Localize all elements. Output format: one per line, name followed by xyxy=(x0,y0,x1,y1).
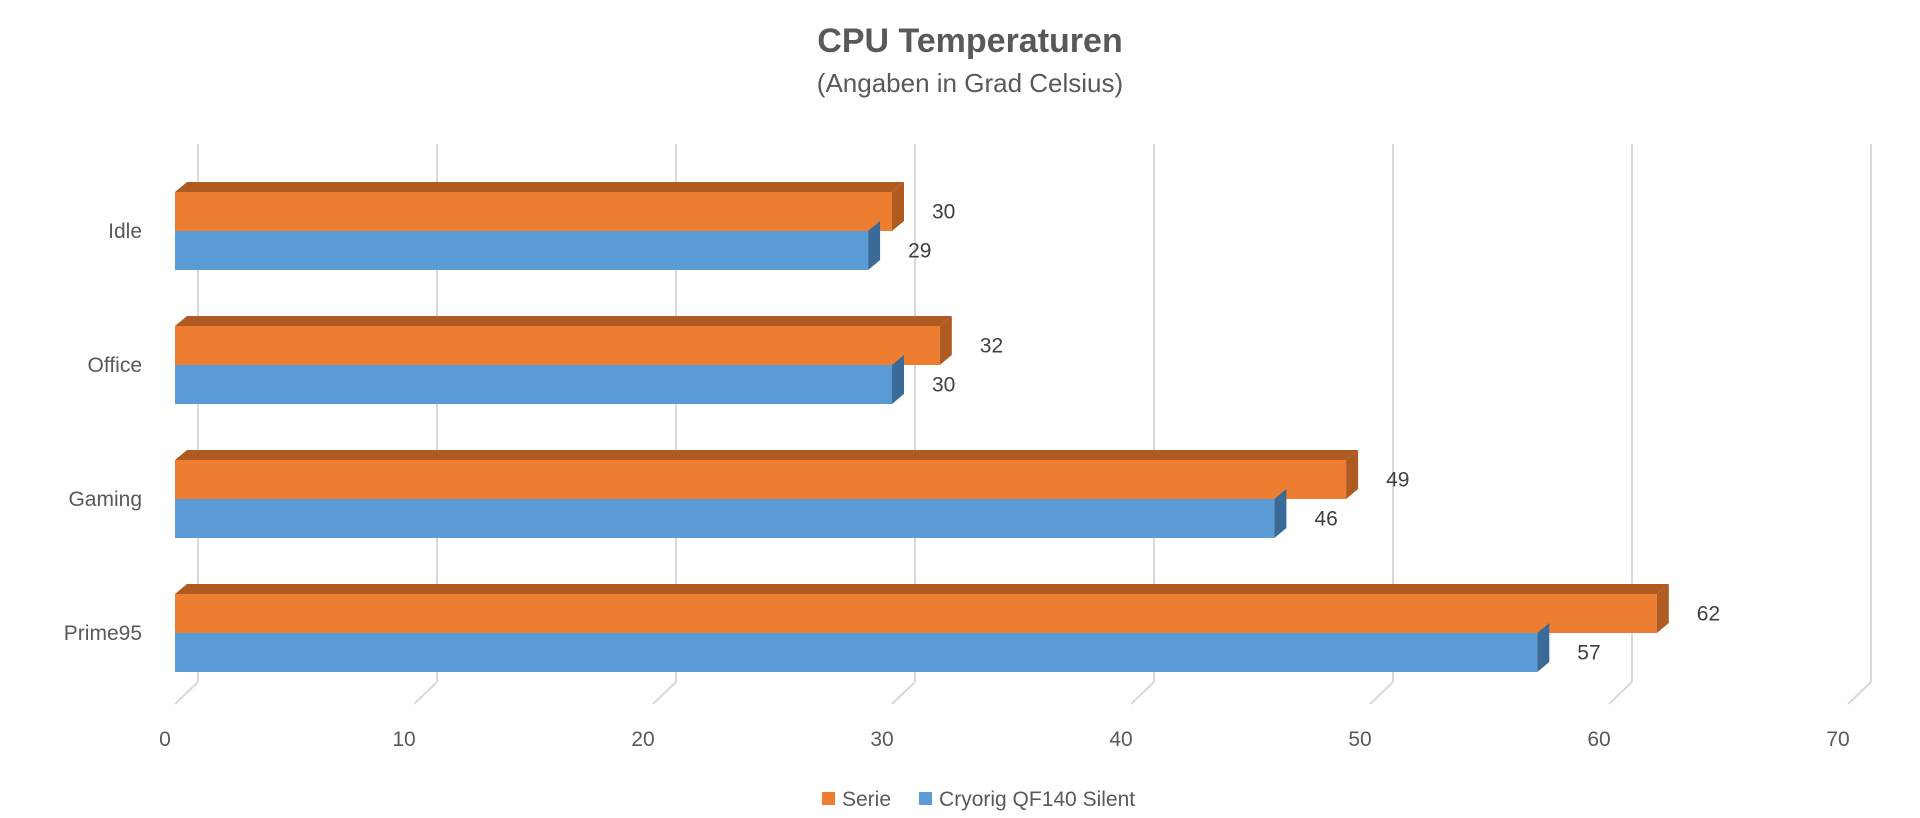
bar-front-face xyxy=(175,460,1347,499)
category-axis: Idle Office Gaming Prime95 xyxy=(64,220,142,645)
bar-front-face xyxy=(175,633,1538,672)
bar-top-face xyxy=(175,316,952,326)
x-axis: 0 10 20 30 40 50 60 70 xyxy=(159,728,1850,751)
category-label: Gaming xyxy=(68,488,142,511)
legend-label: Cryorig QF140 Silent xyxy=(939,788,1135,811)
data-label: 57 xyxy=(1577,642,1600,665)
bar-top-face xyxy=(175,450,1359,460)
bar xyxy=(175,182,904,231)
chart-title: CPU Temperaturen xyxy=(817,22,1122,60)
bar-side-face xyxy=(1656,584,1669,633)
bar-side-face xyxy=(939,316,952,365)
floor-gridline xyxy=(1369,681,1394,705)
x-tick-label: 0 xyxy=(159,728,171,751)
floor-gridline xyxy=(413,681,438,705)
x-tick-label: 60 xyxy=(1587,728,1610,751)
bar-side-face xyxy=(892,182,904,231)
bar-side-face xyxy=(892,355,904,404)
data-label: 30 xyxy=(932,374,955,397)
category-label: Office xyxy=(88,354,142,377)
bars xyxy=(175,182,1669,672)
bar-side-face xyxy=(1274,489,1287,538)
category-label: Prime95 xyxy=(64,622,142,645)
bar-front-face xyxy=(175,326,940,365)
x-tick-label: 30 xyxy=(870,728,893,751)
bar-top-face xyxy=(175,182,904,192)
bar-side-face xyxy=(1346,450,1359,499)
floor-gridline xyxy=(174,681,199,705)
bar xyxy=(175,489,1287,538)
bar xyxy=(175,221,881,270)
data-label: 49 xyxy=(1386,469,1409,492)
legend-swatch xyxy=(919,792,933,805)
data-label: 30 xyxy=(932,201,955,224)
x-tick-label: 40 xyxy=(1109,728,1132,751)
data-label: 29 xyxy=(908,240,931,263)
bar-front-face xyxy=(175,365,892,404)
data-label: 32 xyxy=(980,335,1003,358)
category-label: Idle xyxy=(108,220,142,243)
x-tick-label: 50 xyxy=(1348,728,1371,751)
bar-front-face xyxy=(175,192,892,231)
floor-gridline xyxy=(652,681,677,705)
bar-front-face xyxy=(175,231,869,270)
floor-gridline xyxy=(1847,681,1872,705)
x-tick-label: 20 xyxy=(631,728,654,751)
bar xyxy=(175,355,904,404)
floor-gridline xyxy=(1608,681,1633,705)
bar-front-face xyxy=(175,499,1275,538)
data-label: 46 xyxy=(1314,508,1337,531)
bar-side-face xyxy=(1537,623,1550,672)
legend-swatch xyxy=(822,792,835,805)
legend-item: Serie xyxy=(822,788,891,811)
legend-label: Serie xyxy=(842,788,891,811)
data-label: 62 xyxy=(1697,603,1720,626)
bar xyxy=(175,584,1669,633)
bar xyxy=(175,450,1359,499)
bar-top-face xyxy=(175,584,1669,594)
bar xyxy=(175,623,1550,672)
chart-subtitle: (Angaben in Grad Celsius) xyxy=(817,68,1123,98)
x-tick-label: 10 xyxy=(392,728,415,751)
x-tick-label: 70 xyxy=(1826,728,1849,751)
legend: Serie Cryorig QF140 Silent xyxy=(822,788,1135,811)
floor-gridline xyxy=(1130,681,1155,705)
floor-gridline xyxy=(891,681,916,705)
bar xyxy=(175,316,952,365)
bar-front-face xyxy=(175,594,1657,633)
bar-side-face xyxy=(868,221,881,270)
legend-item: Cryorig QF140 Silent xyxy=(919,788,1135,811)
